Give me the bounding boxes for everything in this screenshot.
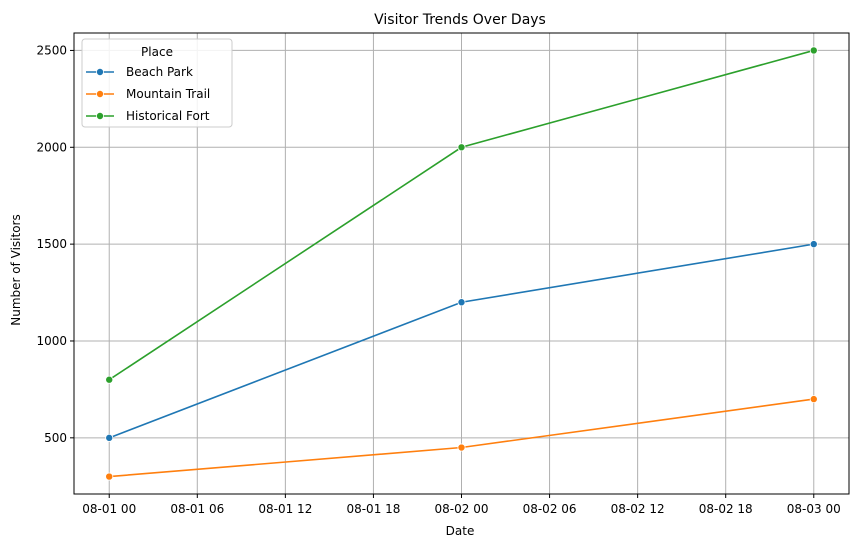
legend-swatch-marker-beach-park [96, 68, 105, 77]
data-point-mountain-trail [457, 443, 466, 452]
legend-swatch-marker-mountain-trail [96, 90, 105, 99]
chart-title: Visitor Trends Over Days [374, 12, 546, 28]
x-axis-ticks: 08-01 00 08-01 06 08-01 12 08-01 18 08-02 00… [82, 494, 841, 516]
legend-label-historical-fort: Historical Fort [126, 109, 210, 123]
data-point-historical-fort [105, 375, 114, 384]
y-axis-ticks: 500 1000 1500 2000 2500 [36, 43, 74, 445]
legend-title: Place [141, 45, 173, 59]
data-point-beach-park [809, 240, 818, 249]
legend-label-mountain-trail: Mountain Trail [126, 87, 210, 101]
y-tick-label: 1000 [36, 334, 67, 348]
x-tick-label: 08-03 00 [787, 502, 841, 516]
legend-label-beach-park: Beach Park [126, 65, 193, 79]
y-tick-label: 500 [44, 431, 67, 445]
x-axis-label: Date [446, 524, 475, 538]
x-tick-label: 08-01 12 [258, 502, 312, 516]
y-axis-label: Number of Visitors [9, 214, 23, 326]
x-tick-label: 08-02 00 [435, 502, 489, 516]
x-tick-label: 08-01 18 [346, 502, 400, 516]
data-point-mountain-trail [809, 395, 818, 404]
legend-entries: Beach Park Mountain Trail Historical Fort [86, 65, 210, 123]
series-points [105, 46, 818, 481]
data-point-historical-fort [809, 46, 818, 55]
x-tick-label: 08-01 06 [170, 502, 224, 516]
data-point-historical-fort [457, 143, 466, 152]
y-tick-label: 1500 [36, 237, 67, 251]
x-tick-label: 08-01 00 [82, 502, 136, 516]
data-point-beach-park [105, 433, 114, 442]
x-tick-label: 08-02 06 [523, 502, 577, 516]
legend-box [81, 38, 233, 128]
y-tick-label: 2000 [36, 140, 67, 154]
legend: Place Beach Park Mountain Trail Historical… [81, 38, 233, 128]
x-tick-label: 08-02 18 [699, 502, 753, 516]
data-point-mountain-trail [105, 472, 114, 481]
data-point-beach-park [457, 298, 466, 307]
legend-swatch-marker-historical-fort [96, 112, 105, 121]
y-tick-label: 2500 [36, 43, 67, 57]
x-tick-label: 08-02 12 [611, 502, 665, 516]
